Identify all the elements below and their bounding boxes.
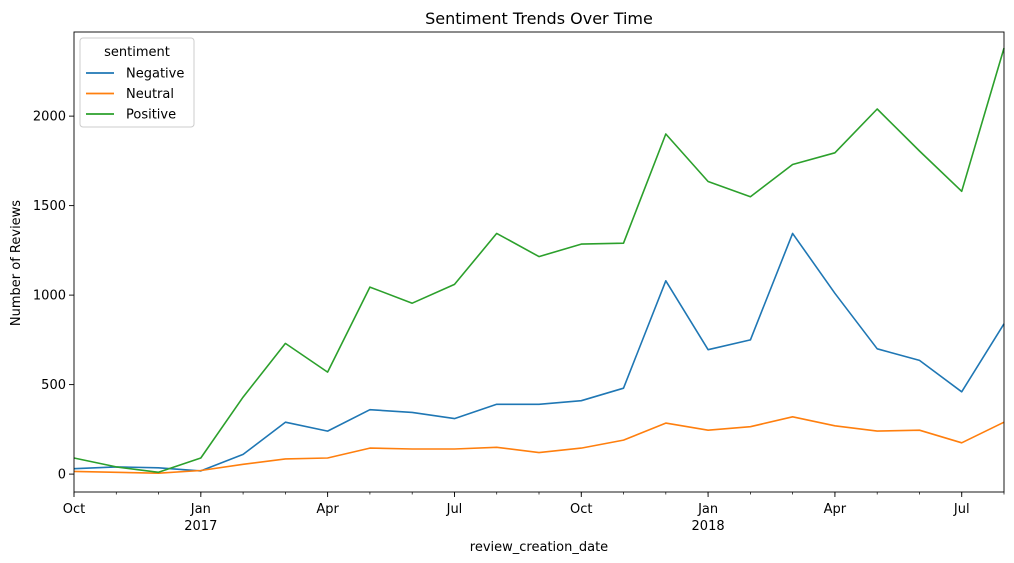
y-axis-ticks: 0 500 1000 1500 2000 <box>33 110 74 483</box>
x-tick-label: Apr <box>316 502 339 517</box>
axes-frame <box>73 31 1005 493</box>
legend-label-neutral: Neutral <box>126 87 174 102</box>
legend-label-negative: Negative <box>126 67 184 82</box>
x-tick-label: Oct <box>63 502 85 517</box>
x-axis-label: review_creation_date <box>470 540 608 555</box>
legend-box <box>79 37 195 128</box>
y-tick-label: 500 <box>41 378 66 393</box>
legend-items: Negative Neutral Positive <box>86 67 184 123</box>
legend-label-positive: Positive <box>126 108 176 123</box>
x-tick-label: Jan <box>697 502 718 517</box>
x-tick-year-label: 2018 <box>692 519 725 534</box>
series-line-negative <box>73 232 1005 472</box>
x-tick-year-label: 2017 <box>184 519 217 534</box>
legend-title: sentiment <box>104 45 170 60</box>
y-axis-label: Number of Reviews <box>9 200 24 326</box>
legend: sentiment Negative Neutral Positive <box>79 37 195 128</box>
x-tick-label: Jan <box>190 502 211 517</box>
series-line-positive <box>73 47 1005 474</box>
x-tick-label: Oct <box>570 502 592 517</box>
chart-title: Sentiment Trends Over Time <box>425 9 653 28</box>
y-tick-label: 0 <box>58 468 66 483</box>
x-tick-label: Apr <box>824 502 847 517</box>
y-tick-label: 2000 <box>33 110 66 125</box>
plot-area <box>73 31 1005 493</box>
x-tick-label: Jul <box>446 502 463 517</box>
y-tick-label: 1500 <box>33 199 66 214</box>
x-tick-label: Jul <box>953 502 970 517</box>
y-tick-label: 1000 <box>33 289 66 304</box>
x-axis-ticks: Oct Jan 2017 Apr Jul Oct Jan 2018 Apr Jul <box>63 492 1005 534</box>
series-line-neutral <box>73 415 1005 475</box>
